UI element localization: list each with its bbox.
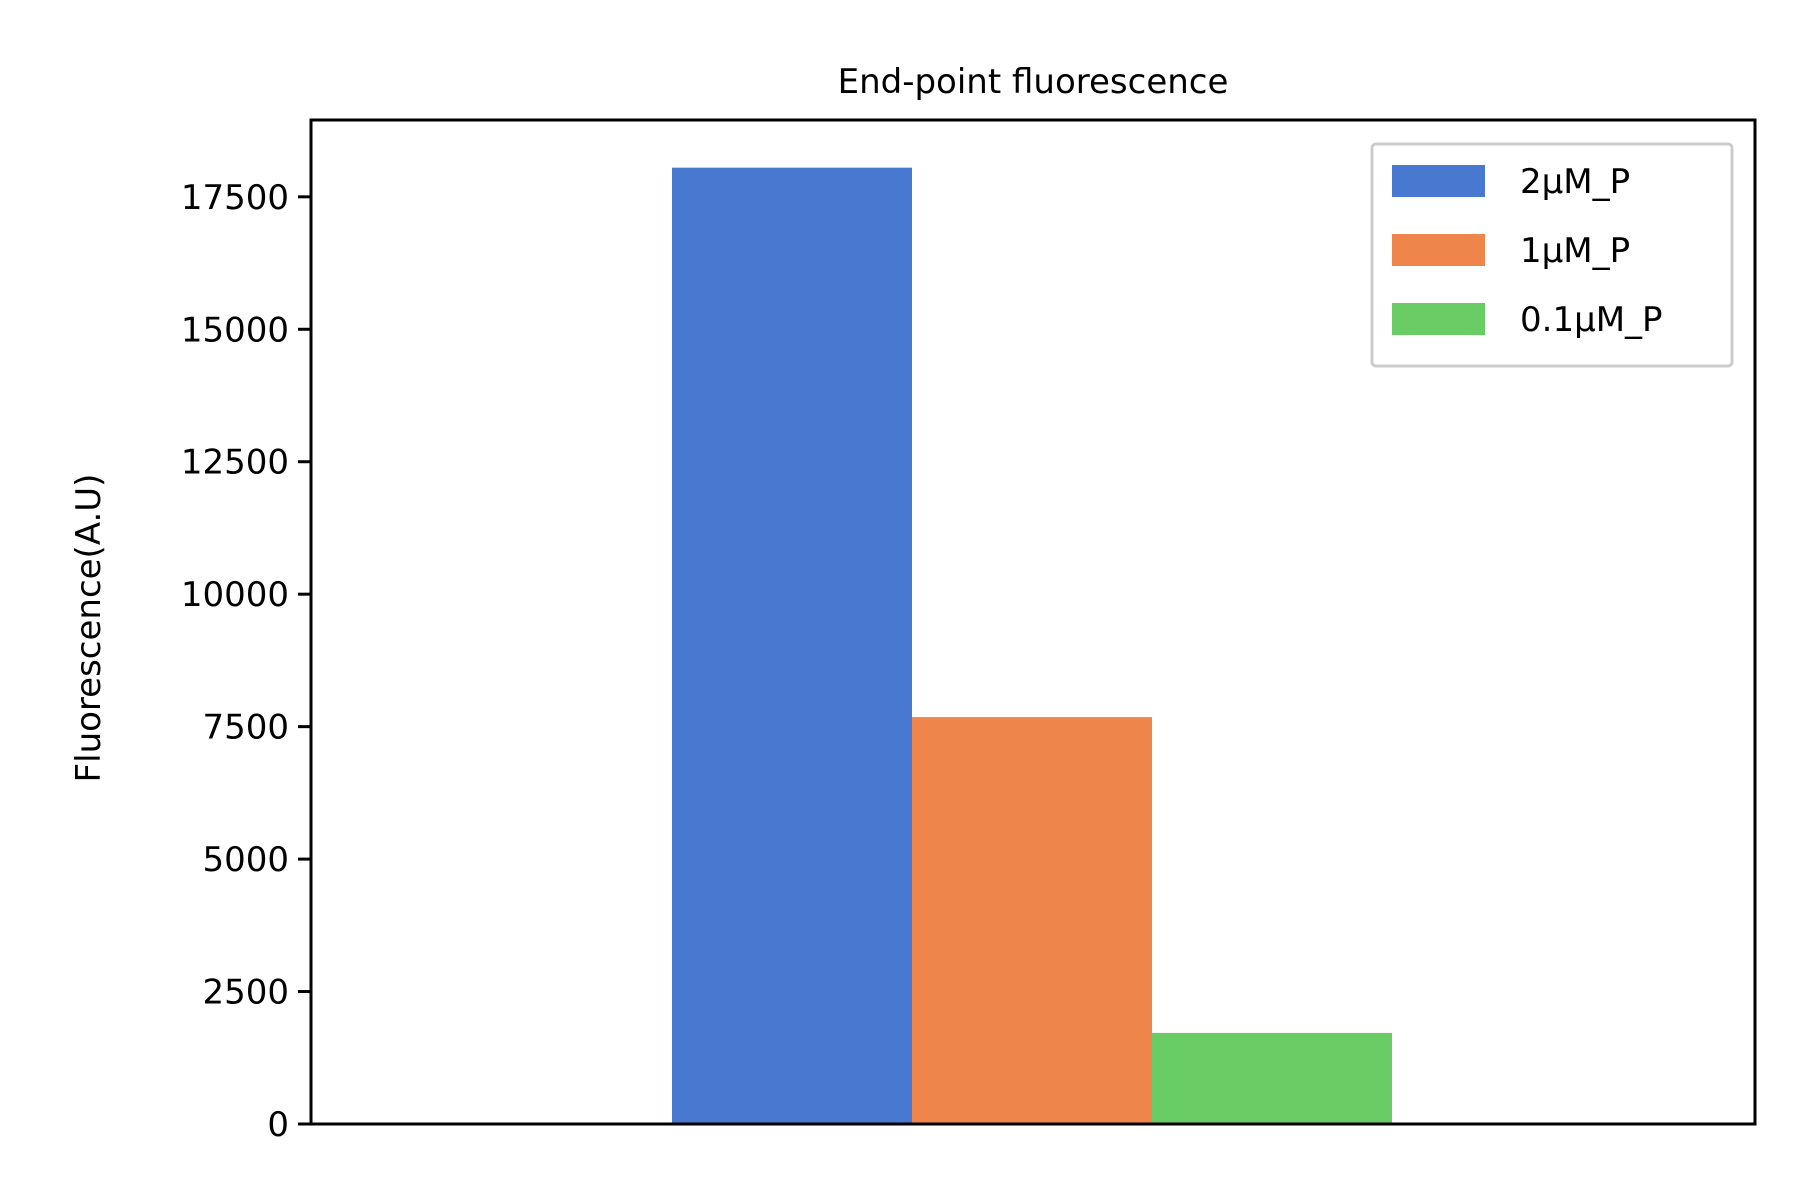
plot-frame [309, 118, 1757, 1126]
y-tick-label: 12500 [181, 443, 289, 483]
legend-label: 1μM_P [1520, 231, 1630, 271]
y-tick-label: 7500 [202, 708, 289, 748]
legend-swatch [1392, 303, 1485, 335]
legend-label: 0.1μM_P [1520, 300, 1663, 340]
bars [672, 167, 1392, 1125]
y-tick-label: 15000 [181, 310, 289, 350]
y-tick-label: 0 [267, 1105, 289, 1145]
y-tick-label: 10000 [181, 575, 289, 615]
legend-label: 2μM_P [1520, 162, 1630, 202]
y-tick-label: 2500 [202, 973, 289, 1013]
chart-title: End-point fluorescence [838, 62, 1229, 102]
bar-1 [672, 167, 912, 1125]
y-axis-label: Fluorescence(A.U) [69, 474, 109, 783]
bar-2 [912, 717, 1152, 1124]
y-tick-label: 5000 [202, 840, 289, 880]
legend: 2μM_P 1μM_P 0.1μM_P [1370, 142, 1734, 368]
y-tick-label: 17500 [181, 178, 289, 218]
bar-3 [1152, 1032, 1392, 1124]
legend-swatch [1392, 234, 1485, 266]
legend-swatch [1392, 165, 1485, 197]
y-axis: 0 2500 5000 7500 10000 12500 15000 17500 [181, 178, 311, 1145]
